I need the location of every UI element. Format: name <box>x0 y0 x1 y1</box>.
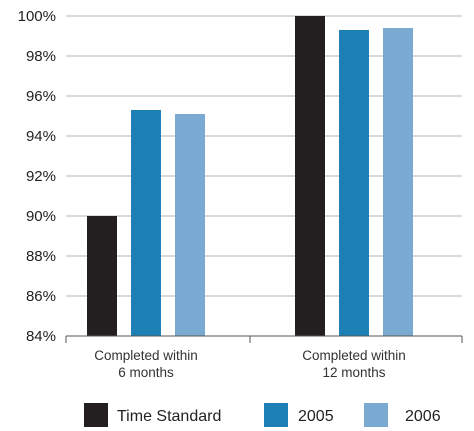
y-tick-label: 90% <box>26 208 56 225</box>
legend-swatch <box>364 403 388 427</box>
legend: Time Standard 2005 2006 <box>84 403 441 427</box>
category-label-line: Completed within <box>302 348 406 363</box>
y-axis-tick-labels: 84% 86% 88% 90% 92% 94% 96% 98% 100% <box>18 8 56 345</box>
bar-time-standard-2 <box>295 16 325 336</box>
legend-swatch <box>84 403 108 427</box>
y-tick-label: 86% <box>26 288 56 305</box>
y-tick-label: 92% <box>26 168 56 185</box>
category-label-line: 12 months <box>322 365 385 380</box>
y-tick-label: 100% <box>18 8 56 25</box>
bar-2006-2 <box>383 28 413 336</box>
legend-label: Time Standard <box>117 408 221 425</box>
category-label-line: 6 months <box>118 365 174 380</box>
bars <box>87 16 413 336</box>
y-tick-label: 94% <box>26 128 56 145</box>
category-label: Completed within 6 months <box>94 348 198 380</box>
legend-label: 2006 <box>405 408 441 425</box>
y-tick-label: 84% <box>26 328 56 345</box>
y-tick-label: 88% <box>26 248 56 265</box>
bar-2006-1 <box>175 114 205 336</box>
category-label-line: Completed within <box>94 348 198 363</box>
y-tick-label: 96% <box>26 88 56 105</box>
bar-2005-2 <box>339 30 369 336</box>
legend-label: 2005 <box>298 408 334 425</box>
y-tick-label: 98% <box>26 48 56 65</box>
legend-swatch <box>264 403 288 427</box>
x-axis <box>65 335 463 343</box>
category-label: Completed within 12 months <box>302 348 406 380</box>
bar-time-standard-1 <box>87 216 117 336</box>
bar-2005-1 <box>131 110 161 336</box>
